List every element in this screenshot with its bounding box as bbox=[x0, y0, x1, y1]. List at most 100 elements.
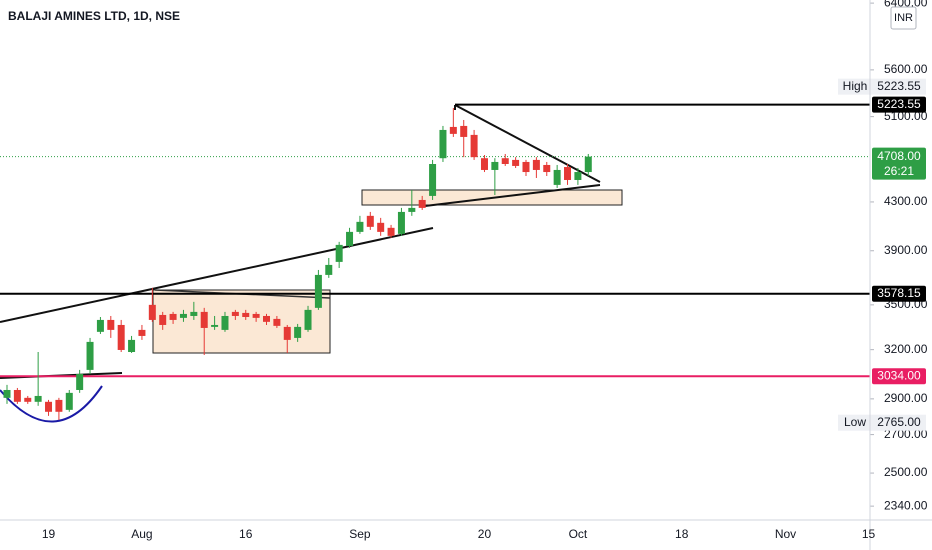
range-box bbox=[152, 289, 331, 354]
price-label-box bbox=[872, 368, 926, 385]
x-tick-label: 20 bbox=[478, 527, 492, 541]
x-tick-label: 15 bbox=[862, 527, 876, 541]
price-label: 3034.00 bbox=[877, 368, 921, 382]
x-tick-label: 19 bbox=[42, 527, 56, 541]
candle-body bbox=[138, 329, 146, 336]
candle-body bbox=[325, 264, 333, 275]
marker-name: Low bbox=[844, 415, 866, 429]
x-tick-label: Sep bbox=[349, 527, 371, 541]
candle-body bbox=[418, 199, 426, 208]
candle-body bbox=[501, 158, 509, 164]
candle-body bbox=[429, 163, 437, 196]
marker-value: 2765.00 bbox=[877, 415, 921, 429]
candle-body bbox=[159, 314, 167, 325]
marker-value-box bbox=[872, 78, 926, 95]
y-tick-label: 4300.00 bbox=[884, 194, 928, 208]
x-tick-label: 16 bbox=[239, 527, 253, 541]
candle-body bbox=[211, 324, 219, 327]
candle-body bbox=[273, 318, 281, 326]
candle-body bbox=[242, 312, 250, 317]
candle-body bbox=[221, 315, 229, 330]
candle-body bbox=[387, 227, 395, 236]
y-tick-label: 2900.00 bbox=[884, 391, 928, 405]
trend-line bbox=[424, 184, 601, 207]
x-tick-label: Aug bbox=[131, 527, 152, 541]
candle-body bbox=[13, 389, 21, 402]
marker-name: High bbox=[843, 79, 868, 93]
candle-body bbox=[346, 231, 354, 246]
candle-body bbox=[522, 161, 530, 173]
y-tick-label: 5600.00 bbox=[884, 62, 928, 76]
candle-body bbox=[449, 126, 457, 134]
x-tick-label: Nov bbox=[775, 527, 796, 541]
candle-body bbox=[314, 274, 322, 308]
currency: INR bbox=[894, 12, 913, 24]
drawings bbox=[0, 104, 623, 423]
candle-body bbox=[45, 401, 53, 412]
marker-value-box bbox=[872, 414, 926, 431]
price-label: 3578.15 bbox=[877, 286, 921, 300]
price-label: 5223.55 bbox=[877, 97, 921, 111]
candle-body bbox=[283, 326, 291, 340]
candle-body bbox=[584, 156, 592, 173]
candle-body bbox=[564, 167, 572, 180]
candle-body bbox=[366, 215, 374, 227]
candle-body bbox=[460, 125, 468, 137]
candle-body bbox=[553, 169, 561, 185]
price-label-box bbox=[872, 96, 926, 113]
cup-arc bbox=[0, 385, 103, 423]
candle-body bbox=[107, 319, 115, 330]
candle-body bbox=[356, 221, 364, 232]
trend-line bbox=[0, 227, 434, 323]
candle-body bbox=[263, 315, 270, 322]
candle-body bbox=[117, 324, 125, 350]
candle-body bbox=[65, 392, 73, 410]
candle-body bbox=[200, 311, 208, 328]
candle-body bbox=[470, 134, 478, 158]
x-tick-label: Oct bbox=[569, 527, 588, 541]
candle-body bbox=[55, 399, 63, 412]
candle-body bbox=[480, 158, 488, 170]
candle-body bbox=[96, 319, 104, 332]
x-tick-label: 18 bbox=[675, 527, 689, 541]
candle-body bbox=[304, 309, 312, 330]
candle-body bbox=[34, 395, 42, 402]
last-price-box bbox=[872, 147, 926, 180]
candle-body bbox=[377, 222, 385, 232]
marker-name-box bbox=[838, 78, 872, 95]
chart-title: BALAJI AMINES LTD, 1D, NSE bbox=[8, 9, 180, 23]
candle-body bbox=[543, 164, 551, 173]
marker-value: 5223.55 bbox=[877, 79, 921, 93]
marker-name-box bbox=[838, 414, 872, 431]
candle-body bbox=[3, 389, 11, 398]
candle-body bbox=[397, 211, 405, 234]
candle-body bbox=[335, 244, 343, 262]
y-tick-label: 3900.00 bbox=[884, 243, 928, 257]
candle-body bbox=[512, 159, 520, 166]
price-axis: 6400.005600.005100.004300.003900.003500.… bbox=[838, 0, 928, 512]
candle-body bbox=[76, 373, 84, 390]
candle-body bbox=[252, 313, 260, 318]
candle-body bbox=[24, 397, 32, 402]
candle-body bbox=[294, 326, 302, 338]
candle-body bbox=[128, 339, 136, 353]
candle-body bbox=[439, 129, 447, 159]
plot bbox=[0, 103, 870, 420]
price-label-box bbox=[872, 285, 926, 302]
y-tick-label: 2500.00 bbox=[884, 465, 928, 479]
candle-body bbox=[408, 207, 416, 212]
candle-body bbox=[148, 304, 156, 320]
candle-body bbox=[190, 311, 198, 316]
y-tick-label: 3200.00 bbox=[884, 342, 928, 356]
candle-body bbox=[169, 313, 177, 320]
y-tick-label: 2340.00 bbox=[884, 498, 928, 512]
currency-box bbox=[890, 6, 917, 30]
candle-body bbox=[231, 311, 239, 316]
candle-body bbox=[86, 341, 94, 370]
trend-line bbox=[454, 104, 601, 183]
y-tick-label: 6400.00 bbox=[884, 0, 928, 9]
countdown: 26:21 bbox=[884, 164, 914, 178]
